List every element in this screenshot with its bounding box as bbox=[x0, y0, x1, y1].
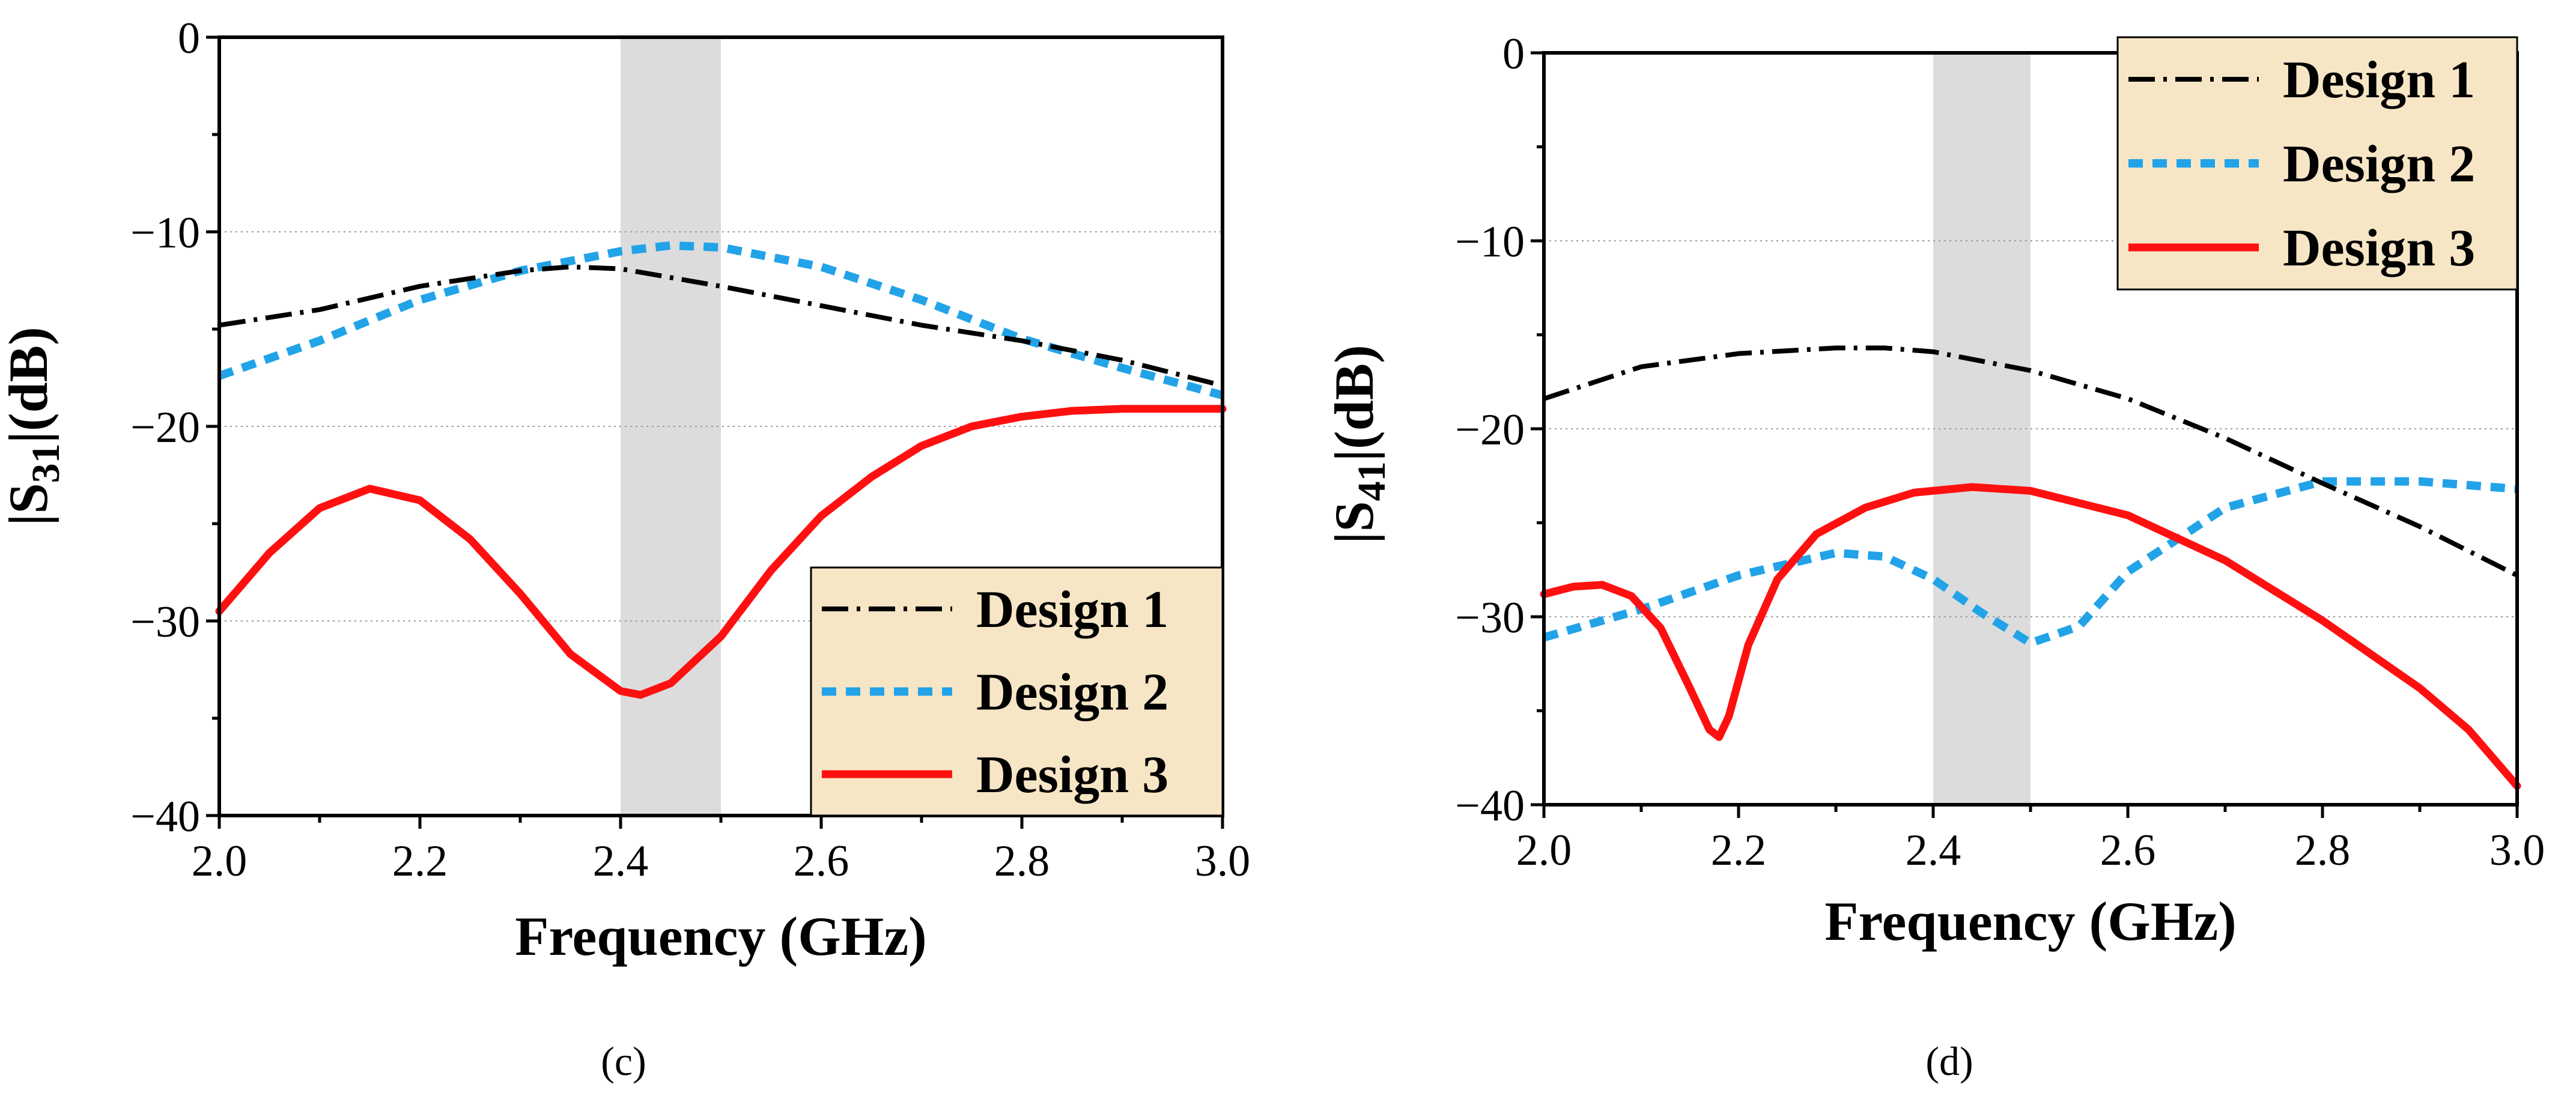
x-tick-label: 2.8 bbox=[994, 837, 1050, 886]
y-tick-label: −40 bbox=[1455, 781, 1525, 831]
chart-panel-c: 2.0 2.2 2.4 2.6 2.8 3.0 0 −10 −20 −30 −40 Frequenc… bbox=[0, 14, 1250, 1084]
x-tick-label: 2.8 bbox=[2295, 826, 2351, 875]
x-tick-label: 2.0 bbox=[1516, 826, 1572, 875]
x-tick-label: 3.0 bbox=[2489, 826, 2545, 875]
x-tick-label: 2.4 bbox=[1906, 826, 1961, 875]
legend-entry-design-1: Design 1 bbox=[2128, 51, 2475, 109]
panel-caption: (c) bbox=[601, 1038, 646, 1084]
legend-label-design-1: Design 1 bbox=[2283, 51, 2475, 109]
legend-label-design-2: Design 2 bbox=[976, 664, 1168, 722]
legend: Design 1 Design 2 Design 3 bbox=[810, 566, 1224, 817]
y-tick-label: −30 bbox=[130, 598, 200, 647]
series-line-design-2 bbox=[217, 241, 1224, 399]
x-tick-label: 2.0 bbox=[192, 837, 248, 886]
chart-panel-d: 2.0 2.2 2.4 2.6 2.8 3.0 0 −10 −20 −30 −40 Frequenc… bbox=[1323, 29, 2545, 1084]
legend-label-design-2: Design 2 bbox=[2283, 135, 2475, 193]
series-line-design-3 bbox=[1540, 483, 2521, 790]
x-tick-label: 2.2 bbox=[392, 837, 448, 886]
legend-label-design-3: Design 3 bbox=[2283, 219, 2475, 277]
y-tick-label: −20 bbox=[130, 403, 200, 452]
axis-ticks: 2.0 2.2 2.4 2.6 2.8 3.0 0 −10 −20 −30 −40 bbox=[130, 14, 1250, 886]
series-line-design-2 bbox=[1543, 477, 2518, 647]
y-axis-label-prefix: |S bbox=[1323, 501, 1385, 543]
y-axis-label: |S31|(dB) bbox=[0, 327, 68, 526]
x-tick-label: 2.2 bbox=[1711, 826, 1767, 875]
series-lines bbox=[1540, 345, 2521, 790]
y-tick-label: 0 bbox=[1502, 29, 1525, 79]
legend-entry-design-3: Design 3 bbox=[2128, 219, 2475, 277]
y-axis-label-prefix: |S bbox=[0, 483, 59, 525]
legend-entry-design-2: Design 2 bbox=[2128, 135, 2475, 193]
y-axis-label-suffix: |(dB) bbox=[0, 327, 59, 443]
legend: Design 1 Design 2 Design 3 bbox=[2116, 36, 2518, 291]
y-axis-label-subscript: 41 bbox=[1350, 461, 1394, 501]
series-lines bbox=[215, 241, 1227, 699]
series-line-design-3 bbox=[215, 405, 1227, 699]
y-tick-label: 0 bbox=[178, 14, 200, 63]
legend-label-design-3: Design 3 bbox=[976, 746, 1168, 804]
series-line-design-1 bbox=[219, 264, 1223, 388]
legend-label-design-1: Design 1 bbox=[976, 581, 1168, 639]
series-line-design-1 bbox=[1543, 345, 2518, 578]
x-axis-label: Frequency (GHz) bbox=[515, 906, 927, 967]
y-tick-label: −30 bbox=[1455, 593, 1525, 643]
legend-entry-design-1: Design 1 bbox=[822, 581, 1168, 639]
legend-entry-design-2: Design 2 bbox=[822, 664, 1168, 722]
y-tick-label: −40 bbox=[130, 792, 200, 841]
x-axis-label: Frequency (GHz) bbox=[1824, 891, 2237, 952]
y-axis-label-subscript: 31 bbox=[24, 443, 68, 483]
axis-ticks: 2.0 2.2 2.4 2.6 2.8 3.0 0 −10 −20 −30 −40 bbox=[1455, 29, 2545, 875]
y-tick-label: −10 bbox=[1455, 217, 1525, 267]
y-tick-label: −20 bbox=[1455, 405, 1525, 455]
legend-entry-design-3: Design 3 bbox=[822, 746, 1168, 804]
y-tick-label: −10 bbox=[130, 208, 200, 258]
x-tick-label: 3.0 bbox=[1195, 837, 1251, 886]
panel-caption: (d) bbox=[1925, 1038, 1973, 1084]
y-axis-label: |S41|(dB) bbox=[1323, 345, 1394, 544]
x-tick-label: 2.4 bbox=[593, 837, 649, 886]
x-tick-label: 2.6 bbox=[794, 837, 849, 886]
y-axis-label-suffix: |(dB) bbox=[1323, 345, 1385, 461]
x-tick-label: 2.6 bbox=[2100, 826, 2156, 875]
